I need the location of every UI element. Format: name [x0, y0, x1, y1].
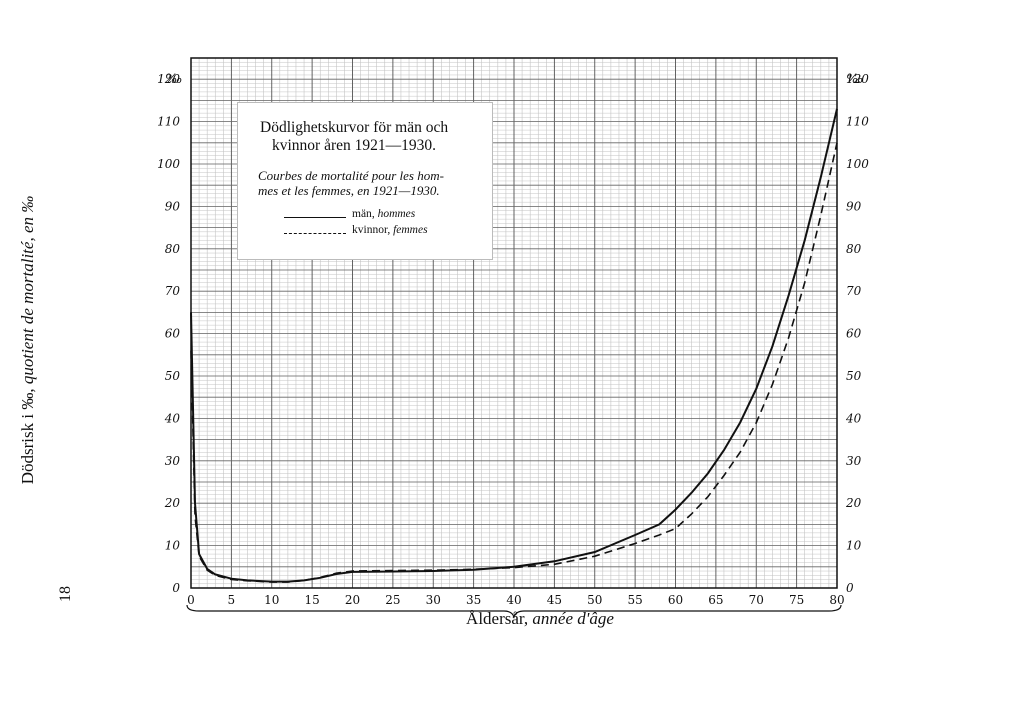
chart-title-line1: Dödlighetskurvor för män och: [260, 119, 449, 136]
chart-title-line2: kvinnor åren 1921—1930.: [272, 137, 437, 154]
y-tick-label-left: 120: [157, 72, 180, 86]
y-tick-label-left: 60: [165, 327, 181, 341]
y-tick-labels-right: 0 10 20 30 40 50 60 70 80 90 100 110 120: [845, 72, 869, 595]
x-tick-label: 0: [187, 593, 195, 607]
y-tick-label-right: 20: [845, 496, 862, 510]
y-tick-label-right: 80: [846, 242, 862, 256]
x-tick-label: 70: [749, 593, 764, 607]
y-tick-label-left: 110: [157, 115, 180, 129]
legend-box: Dödlighetskurvor för män och kvinnor åre…: [237, 102, 493, 260]
y-tick-label-right: 120: [846, 72, 869, 86]
chart-subtitle-line1: Courbes de mortalité pour les hom-: [258, 168, 444, 183]
y-tick-label-right: 40: [845, 411, 862, 425]
legend-label-women: kvinnor, femmes: [352, 224, 428, 236]
y-tick-label-left: 10: [165, 539, 181, 553]
y-axis-label-main: Dödsrisk i ‰,: [18, 384, 37, 485]
y-axis-label: Dödsrisk i ‰, quotient de mortalité, en …: [18, 140, 38, 540]
legend-men-sv: män: [352, 208, 372, 220]
y-tick-label-left: 0: [172, 581, 180, 595]
legend-swatch-men: [284, 217, 346, 218]
y-tick-label-left: 50: [165, 369, 181, 383]
series-line-women: [190, 142, 838, 583]
x-tick-label: 30: [426, 593, 441, 607]
x-tick-label: 60: [668, 593, 683, 607]
y-tick-label-right: 90: [846, 199, 862, 213]
page-number: 18: [57, 586, 74, 602]
y-tick-label-left: 80: [165, 242, 181, 256]
legend-label-men: män, hommes: [352, 208, 416, 220]
y-tick-label-right: 70: [846, 284, 862, 298]
y-tick-label-left: 20: [164, 496, 181, 510]
x-tick-label: 35: [466, 593, 481, 607]
y-tick-label-left: 40: [164, 411, 181, 425]
x-tick-label: 80: [829, 593, 844, 607]
x-tick-label: 10: [264, 593, 279, 607]
chart-subtitle: Courbes de mortalité pour les hom- mes e…: [258, 168, 488, 198]
x-tick-label: 45: [547, 593, 562, 607]
legend-men-fr: hommes: [377, 208, 416, 220]
x-tick-label: 15: [304, 593, 319, 607]
y-tick-label-right: 30: [846, 454, 862, 468]
y-tick-label-left: 70: [165, 284, 181, 298]
y-tick-label-right: 110: [846, 115, 869, 129]
y-axis-label-italic: quotient de mortalité, en ‰: [18, 195, 37, 385]
y-tick-labels-left: 0 10 20 30 40 50 60 70 80 90 100 110 120: [157, 72, 180, 595]
x-tick-label: 50: [587, 593, 602, 607]
x-axis-label-main: Åldersår,: [466, 609, 533, 628]
legend-women-fr: femmes: [393, 224, 428, 236]
chart-title: Dödlighetskurvor för män och kvinnor åre…: [260, 119, 448, 155]
x-tick-label: 75: [789, 593, 804, 607]
y-tick-label-left: 30: [165, 454, 181, 468]
series-layer: [190, 108, 838, 583]
y-unit-right: ‰: [846, 72, 864, 87]
y-tick-label-left: 100: [157, 157, 180, 171]
x-tick-label: 20: [345, 593, 360, 607]
x-axis-brace: [186, 604, 842, 619]
y-tick-label-right: 50: [846, 369, 862, 383]
y-tick-label-left: 90: [165, 199, 181, 213]
x-tick-label: 55: [627, 593, 642, 607]
x-axis-label-italic: année d'âge: [532, 609, 614, 628]
y-tick-label-right: 10: [846, 539, 862, 553]
y-tick-label-right: 60: [846, 327, 862, 341]
x-tick-label: 5: [228, 593, 236, 607]
y-tick-label-right: 100: [846, 157, 869, 171]
x-tick-label: 65: [708, 593, 723, 607]
x-tick-label: 25: [385, 593, 400, 607]
y-tick-label-right: 0: [846, 581, 854, 595]
chart-subtitle-line2: mes et les femmes, en 1921—1930.: [258, 183, 440, 198]
x-axis-label: Åldersår, année d'âge: [390, 609, 690, 629]
legend-swatch-women: [284, 233, 346, 234]
y-unit-left: ‰: [165, 72, 183, 87]
x-tick-labels: 0 5 10 15 20 25 30 35 40 45 50 55 60 65 70 75 80: [187, 593, 844, 607]
x-tick-label: 40: [506, 593, 521, 607]
legend-women-sv: kvinnor: [352, 224, 388, 236]
